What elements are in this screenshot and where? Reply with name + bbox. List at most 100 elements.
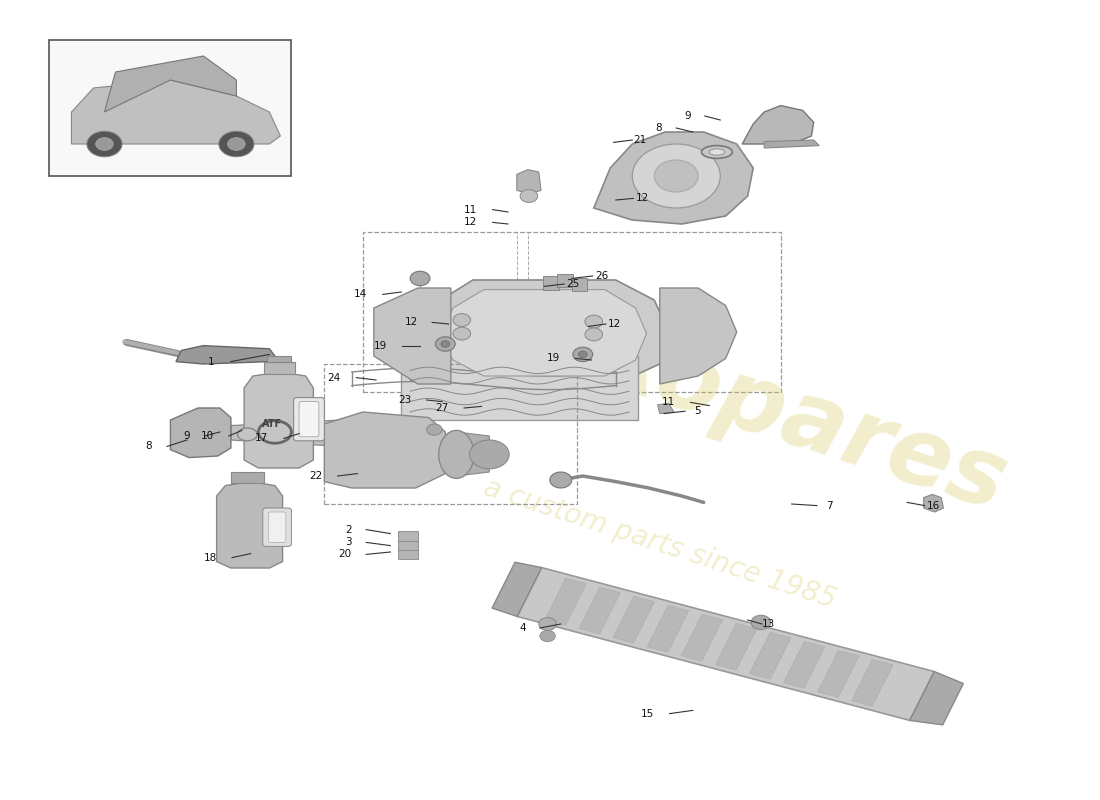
Circle shape (540, 630, 556, 642)
Circle shape (573, 347, 593, 362)
Text: 4: 4 (519, 623, 526, 633)
Ellipse shape (710, 149, 725, 155)
Circle shape (427, 424, 442, 435)
Text: 20: 20 (339, 550, 352, 559)
Polygon shape (217, 482, 283, 568)
Text: 22: 22 (309, 471, 322, 481)
Circle shape (520, 190, 538, 202)
Text: euRopares: euRopares (455, 270, 1019, 530)
Text: 18: 18 (204, 553, 217, 562)
Text: 9: 9 (684, 111, 691, 121)
Text: a custom parts since 1985: a custom parts since 1985 (480, 474, 839, 614)
Text: 12: 12 (464, 218, 477, 227)
Polygon shape (572, 278, 587, 291)
Polygon shape (398, 541, 418, 550)
Bar (851, 659, 893, 706)
Circle shape (441, 341, 450, 347)
FancyBboxPatch shape (294, 398, 324, 441)
Text: 26: 26 (595, 271, 608, 281)
Text: ATF: ATF (262, 419, 282, 429)
Ellipse shape (238, 428, 257, 441)
Polygon shape (492, 562, 541, 617)
Polygon shape (543, 276, 559, 290)
Text: 5: 5 (694, 406, 701, 416)
Polygon shape (910, 671, 964, 725)
Polygon shape (231, 420, 374, 446)
Polygon shape (374, 288, 451, 384)
Circle shape (751, 615, 771, 630)
Bar (544, 578, 586, 625)
Text: 10: 10 (201, 431, 214, 441)
Circle shape (585, 328, 603, 341)
Text: 12: 12 (608, 319, 622, 329)
Polygon shape (658, 403, 674, 414)
Text: 14: 14 (354, 290, 367, 299)
Text: 12: 12 (405, 318, 418, 327)
Polygon shape (517, 170, 541, 194)
Text: 11: 11 (662, 398, 675, 407)
Text: 11: 11 (464, 205, 477, 214)
Text: 21: 21 (634, 135, 647, 145)
Text: 12: 12 (636, 194, 649, 203)
Bar (324, 364, 578, 504)
Circle shape (453, 314, 471, 326)
Circle shape (228, 138, 245, 150)
Polygon shape (402, 356, 638, 420)
Ellipse shape (702, 146, 733, 158)
Polygon shape (742, 106, 814, 144)
Bar (363, 232, 781, 392)
Circle shape (654, 160, 698, 192)
Text: 23: 23 (398, 395, 411, 405)
Polygon shape (72, 80, 280, 144)
Polygon shape (440, 290, 647, 376)
Text: 27: 27 (436, 403, 449, 413)
Text: 19: 19 (374, 341, 387, 350)
Polygon shape (231, 472, 264, 483)
Circle shape (87, 131, 122, 157)
Polygon shape (660, 288, 737, 384)
Polygon shape (324, 412, 446, 488)
Circle shape (539, 618, 557, 630)
Bar (783, 642, 825, 688)
Text: 13: 13 (762, 619, 776, 629)
Polygon shape (594, 132, 754, 224)
Text: 9: 9 (184, 431, 190, 441)
Polygon shape (176, 346, 275, 364)
Polygon shape (418, 280, 671, 384)
Bar (613, 596, 654, 643)
Bar (749, 632, 791, 679)
Text: 19: 19 (547, 354, 560, 363)
Text: 16: 16 (927, 501, 940, 510)
Ellipse shape (439, 430, 474, 478)
Bar (517, 567, 934, 721)
Polygon shape (558, 274, 573, 287)
Polygon shape (924, 494, 944, 512)
Circle shape (550, 472, 572, 488)
Polygon shape (104, 56, 236, 112)
Text: 2: 2 (345, 525, 352, 534)
Text: 15: 15 (641, 709, 654, 718)
Circle shape (96, 138, 113, 150)
Polygon shape (764, 140, 820, 148)
Text: 25: 25 (566, 279, 580, 289)
Circle shape (579, 351, 587, 358)
Polygon shape (456, 432, 490, 476)
Bar (50, 40, 292, 176)
Text: 8: 8 (656, 123, 662, 133)
Polygon shape (398, 550, 418, 559)
Circle shape (436, 337, 455, 351)
Circle shape (453, 327, 471, 340)
Bar (681, 614, 723, 661)
Bar (647, 606, 689, 652)
Polygon shape (398, 531, 418, 541)
Polygon shape (244, 372, 314, 468)
FancyBboxPatch shape (299, 402, 319, 437)
FancyBboxPatch shape (263, 508, 292, 546)
Circle shape (470, 440, 509, 469)
Text: 3: 3 (345, 538, 352, 547)
Text: 1: 1 (208, 357, 214, 366)
Polygon shape (170, 408, 231, 458)
Circle shape (632, 144, 721, 208)
Circle shape (219, 131, 254, 157)
Circle shape (410, 271, 430, 286)
